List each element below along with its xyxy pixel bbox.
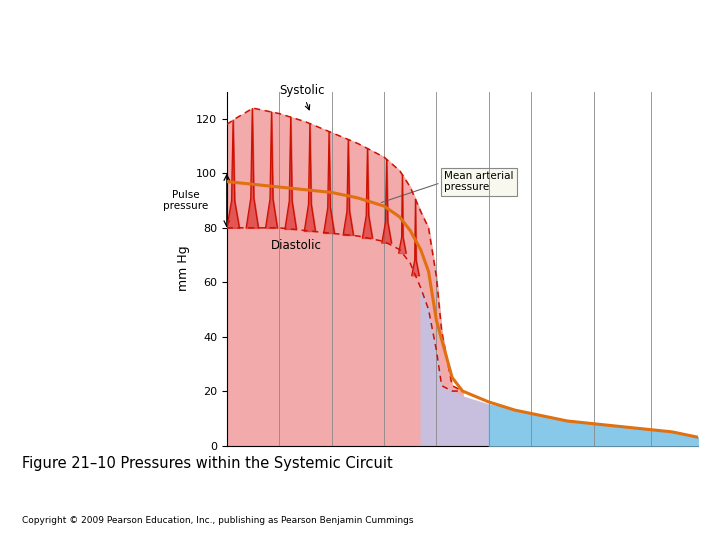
Text: Systolic: Systolic [279, 84, 325, 110]
Text: Pressure and Resistance: Pressure and Resistance [128, 18, 592, 52]
Y-axis label: mm Hg: mm Hg [177, 246, 190, 292]
Text: Copyright © 2009 Pearson Education, Inc., publishing as Pearson Benjamin Cumming: Copyright © 2009 Pearson Education, Inc.… [22, 516, 413, 525]
Text: Figure 21–10 Pressures within the Systemic Circuit: Figure 21–10 Pressures within the System… [22, 456, 392, 471]
Text: Diastolic: Diastolic [271, 239, 323, 252]
Text: Pulse
pressure: Pulse pressure [163, 190, 209, 212]
Text: Mean arterial
pressure: Mean arterial pressure [382, 171, 514, 202]
